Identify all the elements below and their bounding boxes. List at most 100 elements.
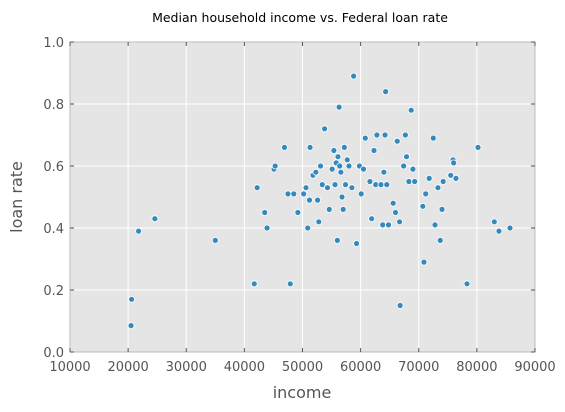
data-point xyxy=(490,218,498,226)
data-point xyxy=(312,168,320,176)
data-point xyxy=(389,199,397,207)
data-point xyxy=(324,184,331,192)
data-point xyxy=(302,184,310,192)
data-point xyxy=(380,168,388,176)
data-point xyxy=(463,280,471,288)
data-point xyxy=(495,227,503,235)
data-point xyxy=(350,72,358,80)
x-tick-label: 90000 xyxy=(514,360,555,375)
y-tick-labels: 0.0 0.2 0.4 0.6 0.8 1.0 xyxy=(43,36,64,361)
data-point xyxy=(420,258,428,266)
data-point xyxy=(211,236,219,244)
data-point xyxy=(342,181,349,189)
data-point xyxy=(306,143,314,151)
data-point xyxy=(434,184,442,192)
data-point xyxy=(366,178,374,185)
y-tick-label: 0.2 xyxy=(43,284,64,299)
x-tick-labels: 10000 20000 30000 40000 50000 60000 70000 80000… xyxy=(49,360,555,375)
data-point xyxy=(450,159,458,167)
data-point xyxy=(340,143,348,151)
data-point xyxy=(360,165,367,173)
data-point xyxy=(368,215,376,223)
data-point xyxy=(383,181,391,189)
data-point xyxy=(385,221,392,229)
data-point xyxy=(431,221,439,229)
data-point xyxy=(348,184,356,192)
data-point xyxy=(403,153,410,161)
data-point xyxy=(506,224,514,232)
data-point xyxy=(373,131,381,139)
data-point xyxy=(294,209,302,216)
data-point xyxy=(263,224,271,232)
data-point xyxy=(392,209,399,216)
data-point xyxy=(331,181,339,189)
data-point xyxy=(253,184,261,192)
data-point xyxy=(379,221,387,229)
data-point xyxy=(334,153,342,161)
data-point xyxy=(333,236,341,244)
data-point xyxy=(338,193,346,201)
data-point xyxy=(151,215,159,223)
data-point xyxy=(306,196,313,204)
grid-lines xyxy=(70,42,535,352)
data-point xyxy=(250,280,258,288)
data-point xyxy=(261,209,269,216)
chart-title: Median household income vs. Federal loan… xyxy=(152,10,448,25)
y-axis-label: loan rate xyxy=(7,161,26,233)
data-point xyxy=(336,162,344,170)
data-point xyxy=(447,171,455,179)
x-tick-label: 80000 xyxy=(456,360,497,375)
data-point xyxy=(300,190,308,198)
y-tick-label: 1.0 xyxy=(43,36,64,51)
y-tick-label: 0.6 xyxy=(43,160,64,175)
x-tick-label: 10000 xyxy=(49,360,90,375)
data-point xyxy=(393,137,401,145)
data-point xyxy=(436,236,444,244)
x-tick-label: 20000 xyxy=(107,360,148,375)
data-point xyxy=(317,162,324,170)
data-point xyxy=(304,224,312,232)
data-point xyxy=(314,196,322,204)
data-point xyxy=(325,205,333,213)
data-point xyxy=(452,174,460,182)
x-tick-label: 30000 xyxy=(166,360,207,375)
data-point xyxy=(337,168,345,176)
data-point xyxy=(353,240,360,247)
data-point xyxy=(438,205,446,213)
tick-marks xyxy=(69,41,536,353)
data-point xyxy=(135,227,142,235)
data-point xyxy=(409,165,417,173)
data-point xyxy=(281,143,288,151)
x-tick-label: 60000 xyxy=(340,360,381,375)
data-point xyxy=(315,218,323,226)
y-tick-label: 0.4 xyxy=(43,222,64,237)
data-point xyxy=(382,88,390,95)
data-point xyxy=(290,190,298,198)
data-point xyxy=(439,178,447,185)
y-tick-label: 0.0 xyxy=(43,346,64,361)
data-point xyxy=(357,190,365,198)
x-tick-label: 50000 xyxy=(282,360,323,375)
data-point xyxy=(381,131,389,139)
data-point xyxy=(128,295,136,303)
data-point xyxy=(422,190,430,198)
x-axis-label: income xyxy=(273,383,332,402)
data-point xyxy=(401,131,409,139)
data-point xyxy=(405,178,413,185)
data-point xyxy=(396,218,403,226)
data-point xyxy=(407,106,415,114)
x-tick-label: 70000 xyxy=(398,360,439,375)
data-point xyxy=(400,162,408,170)
data-point xyxy=(361,134,369,142)
y-tick-label: 0.8 xyxy=(43,98,64,113)
data-point xyxy=(377,181,385,189)
data-point xyxy=(411,178,419,185)
data-point xyxy=(318,181,326,189)
data-point xyxy=(330,147,338,154)
data-point xyxy=(425,174,433,182)
data-point xyxy=(284,190,292,198)
data-point xyxy=(321,125,328,133)
data-point xyxy=(345,162,353,170)
data-point xyxy=(127,322,135,330)
